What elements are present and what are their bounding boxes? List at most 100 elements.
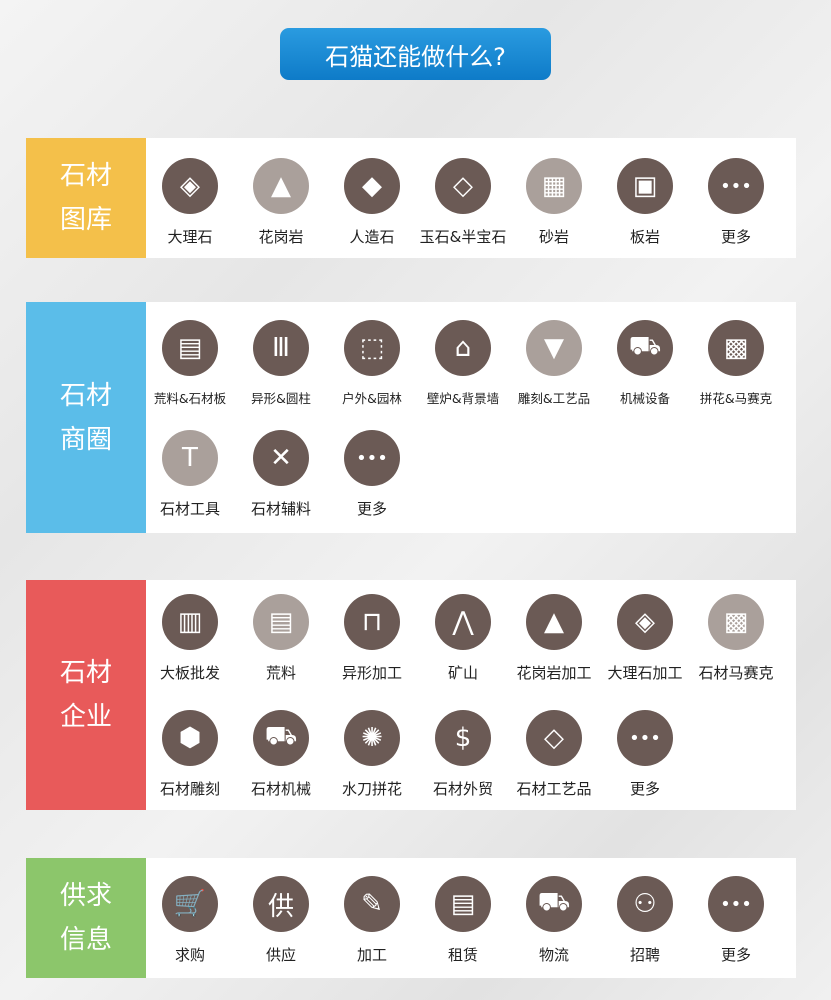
icon-grid: 🛒 求购 供供应 ✎ 加工 ▤ 租赁 ⛟ 物流 ⚇ 招聘 ••• 更多 [146,858,796,978]
mosaic-icon: ▩ [708,320,764,376]
arch-icon: ⊓ [344,594,400,650]
menu-item-label: 玉石&半宝石 [419,228,507,246]
menu-item-label: 拼花&马赛克 [699,391,773,406]
menu-item[interactable]: ⛟ 石材机械 [235,710,327,799]
clipboard-icon: ▤ [435,876,491,932]
menu-item[interactable]: ⚇ 招聘 [599,876,691,965]
icon-grid: ▥ 大板批发 ▤ 荒料 ⊓ 异形加工 ⋀ 矿山 ▲ 花岗岩加工 ◈ 大理石加工 ▩ 石材马赛克 ⬢ 石材雕刻 ⛟… [146,580,796,810]
section-label-line: 信息 [59,925,112,955]
slabs-icon: ▥ [162,594,218,650]
menu-item-label: 石材辅料 [250,500,311,518]
truck-icon: ⛟ [526,876,582,932]
menu-item-label: 异形&圆柱 [251,391,311,406]
menu-item[interactable]: ••• 更多 [599,710,691,799]
menu-item-label: 机械设备 [619,391,670,406]
menu-item[interactable]: ✕ 石材辅料 [235,430,327,519]
gem-icon: ◇ [435,158,491,214]
bricks-icon: ▤ [162,320,218,376]
menu-item-label: 求购 [174,946,205,964]
section-market: 石材 商圈 ▤ 荒料&石材板 Ⅲ 异形&圆柱 ⬚ 户外&园林 ⌂ 壁炉&背景墙 ▼ 雕刻&工艺品 ⛟ 机械… [26,302,796,533]
menu-item[interactable]: ◈ 大理石加工 [599,594,691,683]
section-label-line: 石材 [59,161,112,191]
menu-item-label: 石材马赛克 [698,664,774,682]
ruler-pencil-icon: ✎ [344,876,400,932]
garden-box-icon: ⬚ [344,320,400,376]
menu-item-label: 更多 [356,500,387,518]
menu-item[interactable]: Ⅲ 异形&圆柱 [235,320,327,407]
slab-icon: ▣ [617,158,673,214]
cube-icon: ⬢ [162,710,218,766]
mountain-icon: ▲ [253,158,309,214]
more-icon: ••• [708,876,764,932]
menu-item[interactable]: ▩ 石材马赛克 [690,594,782,683]
menu-item-label: 石材工具 [159,500,220,518]
forklift-icon: ⛟ [617,320,673,376]
menu-item-label: 花岗岩 [258,228,304,246]
menu-item[interactable]: ✎ 加工 [326,876,418,965]
menu-item-label: 花岗岩加工 [516,664,592,682]
menu-item[interactable]: ⬢ 石材雕刻 [144,710,236,799]
menu-item-label: 雕刻&工艺品 [517,391,591,406]
menu-item-label: 供应 [265,946,296,964]
menu-item[interactable]: ⛟ 机械设备 [599,320,691,407]
menu-item[interactable]: ⛟ 物流 [508,876,600,965]
bulldozer-icon: ⛟ [253,710,309,766]
add-user-icon: ⚇ [617,876,673,932]
menu-item[interactable]: $ 石材外贸 [417,710,509,799]
diamond-logo-icon: ◇ [526,710,582,766]
menu-item[interactable]: ▲ 花岗岩 [235,158,327,247]
section-label: 石材 图库 [26,138,146,258]
cart-icon: 🛒 [162,876,218,932]
menu-item[interactable]: ▥ 大板批发 [144,594,236,683]
menu-item[interactable]: 🛒 求购 [144,876,236,965]
starburst-icon: ✺ [344,710,400,766]
layers-icon: ◈ [617,594,673,650]
menu-item[interactable]: ⊓ 异形加工 [326,594,418,683]
menu-item-label: 板岩 [629,228,660,246]
mountain-icon: ▲ [526,594,582,650]
carving-icon: ▼ [526,320,582,376]
menu-item[interactable]: ▦ 砂岩 [508,158,600,247]
mosaic-icon: ▩ [708,594,764,650]
menu-item[interactable]: ▣ 板岩 [599,158,691,247]
menu-item[interactable]: ▤ 荒料&石材板 [144,320,236,407]
menu-item[interactable]: ▩ 拼花&马赛克 [690,320,782,407]
menu-item[interactable]: ▼ 雕刻&工艺品 [508,320,600,407]
menu-item[interactable]: ⬚ 户外&园林 [326,320,418,407]
menu-item[interactable]: ••• 更多 [690,158,782,247]
menu-item-label: 石材外贸 [432,780,493,798]
section-label: 供求 信息 [26,858,146,978]
menu-item[interactable]: ••• 更多 [690,876,782,965]
menu-item-label: 更多 [720,228,751,246]
menu-item[interactable]: T 石材工具 [144,430,236,519]
menu-item[interactable]: ⌂ 壁炉&背景墙 [417,320,509,407]
menu-item-label: 石材机械 [250,780,311,798]
grid-stone-icon: ▦ [526,158,582,214]
menu-item-label: 人造石 [349,228,395,246]
menu-item[interactable]: ▤ 荒料 [235,594,327,683]
menu-item-label: 加工 [356,946,387,964]
bricks-icon: ▤ [253,594,309,650]
menu-item-label: 更多 [629,780,660,798]
menu-item[interactable]: 供供应 [235,876,327,965]
menu-item[interactable]: ▤ 租赁 [417,876,509,965]
menu-item-label: 异形加工 [341,664,402,682]
diamond-logo-icon: ◆ [344,158,400,214]
menu-item-label: 更多 [720,946,751,964]
menu-item[interactable]: ◆ 人造石 [326,158,418,247]
section-label-line: 供求 [59,881,112,911]
menu-item[interactable]: ◇ 石材工艺品 [508,710,600,799]
layers-icon: ◈ [162,158,218,214]
menu-item[interactable]: ⋀ 矿山 [417,594,509,683]
menu-item-label: 大理石 [167,228,213,246]
menu-item[interactable]: ◈ 大理石 [144,158,236,247]
mountain-icon: ⋀ [435,594,491,650]
menu-item-label: 壁炉&背景墙 [426,391,500,406]
menu-item[interactable]: ▲ 花岗岩加工 [508,594,600,683]
menu-item[interactable]: ◇ 玉石&半宝石 [417,158,509,247]
section-gallery: 石材 图库 ◈ 大理石 ▲ 花岗岩 ◆ 人造石 ◇ 玉石&半宝石 ▦ 砂岩 ▣ 板岩 ••• 更多 [26,138,796,258]
menu-item[interactable]: ••• 更多 [326,430,418,519]
fireplace-icon: ⌂ [435,320,491,376]
section-supply: 供求信息 🛒 求购 供供应 ✎ 加工 ▤ 租赁 ⛟ 物流 ⚇ 招聘 ••• 更多 [26,858,796,978]
menu-item[interactable]: ✺ 水刀拼花 [326,710,418,799]
